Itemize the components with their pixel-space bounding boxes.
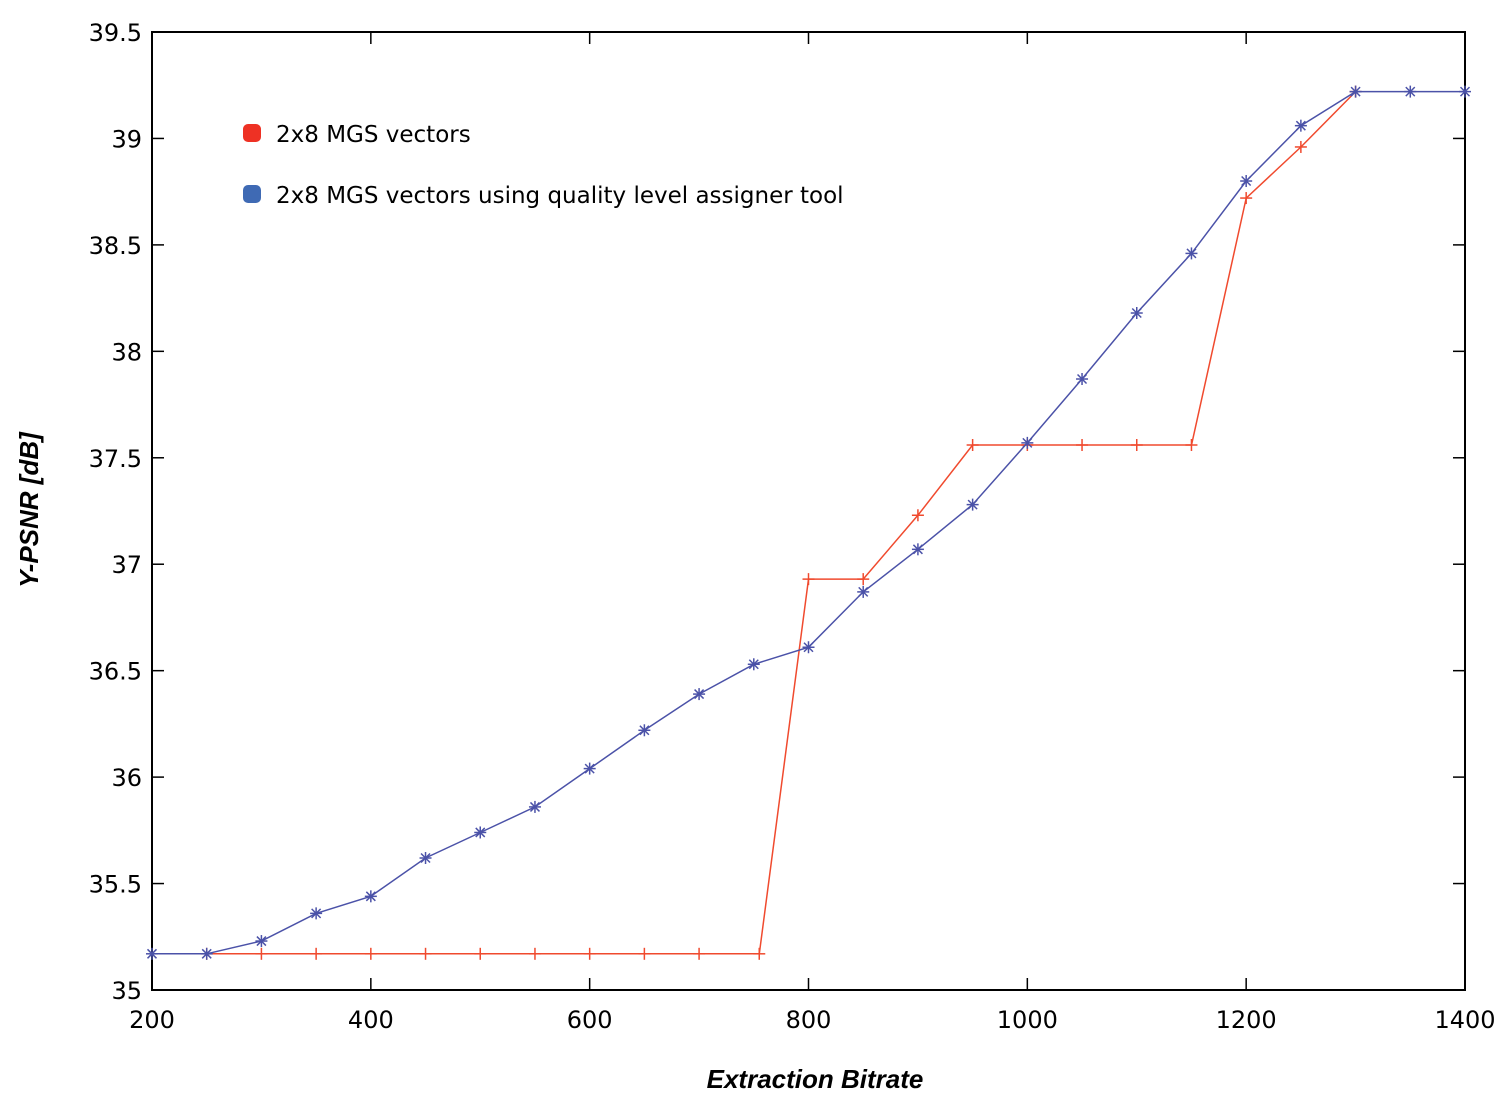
data-point bbox=[966, 439, 979, 452]
x-tick-label: 800 bbox=[786, 1006, 832, 1034]
data-point bbox=[255, 935, 268, 948]
data-point bbox=[1404, 85, 1417, 98]
data-point bbox=[638, 724, 651, 737]
data-point bbox=[857, 585, 870, 598]
x-tick-label: 1000 bbox=[997, 1006, 1058, 1034]
y-tick-label: 35.5 bbox=[89, 871, 142, 899]
data-point bbox=[1130, 307, 1143, 320]
y-tick-label: 35 bbox=[111, 977, 142, 1005]
data-point bbox=[693, 688, 706, 701]
y-axis-title: Y-PSNR [dB] bbox=[14, 431, 44, 588]
y-tick-label: 36 bbox=[111, 764, 142, 792]
axis-ticks: 200 400 600 800 1000 1200 1400 35 35.5 36 36.5 37 37… bbox=[89, 19, 1496, 1034]
legend-label-1: 2x8 MGS vectors using quality level assi… bbox=[276, 183, 844, 209]
data-point bbox=[1459, 85, 1471, 98]
data-point bbox=[310, 947, 323, 960]
legend-swatch-1 bbox=[243, 185, 261, 203]
data-point bbox=[638, 947, 651, 960]
data-point bbox=[911, 509, 924, 522]
y-tick-label: 38.5 bbox=[89, 232, 142, 260]
data-point bbox=[1130, 439, 1143, 452]
data-point bbox=[1021, 436, 1034, 449]
data-point bbox=[911, 543, 924, 556]
data-point bbox=[1076, 373, 1089, 386]
data-point bbox=[1349, 85, 1362, 98]
x-tick-label: 1400 bbox=[1434, 1006, 1495, 1034]
data-point bbox=[583, 762, 596, 775]
data-point bbox=[364, 890, 377, 903]
y-tick-label: 39 bbox=[111, 125, 142, 153]
series-1 bbox=[146, 85, 1471, 960]
series-0 bbox=[200, 85, 1362, 960]
data-point bbox=[1240, 175, 1253, 188]
data-point bbox=[1076, 439, 1089, 452]
data-point bbox=[1294, 119, 1307, 132]
plot-frame bbox=[151, 31, 1466, 991]
y-tick-label: 37 bbox=[111, 551, 142, 579]
legend-label-0: 2x8 MGS vectors bbox=[276, 122, 471, 148]
data-point bbox=[966, 498, 979, 511]
x-axis-title: Extraction Bitrate bbox=[707, 1064, 924, 1094]
y-tick-label: 36.5 bbox=[89, 658, 142, 686]
data-point bbox=[146, 947, 158, 960]
data-point bbox=[857, 573, 870, 586]
data-point bbox=[200, 947, 213, 960]
x-tick-label: 600 bbox=[567, 1006, 613, 1034]
series-layer bbox=[146, 85, 1471, 960]
series-line-1 bbox=[152, 90, 1465, 955]
data-point bbox=[310, 907, 323, 920]
data-point bbox=[583, 947, 596, 960]
y-tick-label: 38 bbox=[111, 338, 142, 366]
data-point bbox=[419, 852, 432, 865]
data-point bbox=[802, 573, 815, 586]
data-point bbox=[1240, 192, 1253, 205]
legend-swatch-0 bbox=[243, 124, 261, 142]
data-point bbox=[255, 947, 268, 960]
data-point bbox=[1185, 247, 1198, 260]
legend: 2x8 MGS vectors 2x8 MGS vectors using qu… bbox=[243, 122, 844, 209]
data-point bbox=[1294, 140, 1307, 153]
y-tick-label: 37.5 bbox=[89, 445, 142, 473]
y-tick-label: 39.5 bbox=[89, 19, 142, 47]
data-point bbox=[364, 947, 377, 960]
data-point bbox=[802, 641, 815, 654]
series-line-0 bbox=[206, 91, 1357, 955]
x-tick-label: 200 bbox=[129, 1006, 175, 1034]
x-tick-label: 400 bbox=[348, 1006, 394, 1034]
data-point bbox=[528, 800, 541, 813]
data-point bbox=[474, 947, 487, 960]
x-tick-label: 1200 bbox=[1216, 1006, 1277, 1034]
data-point bbox=[753, 947, 766, 960]
data-point bbox=[474, 826, 487, 839]
data-point bbox=[419, 947, 432, 960]
data-point bbox=[1185, 439, 1198, 452]
data-point bbox=[528, 947, 541, 960]
data-point bbox=[747, 658, 760, 671]
data-point bbox=[693, 947, 706, 960]
